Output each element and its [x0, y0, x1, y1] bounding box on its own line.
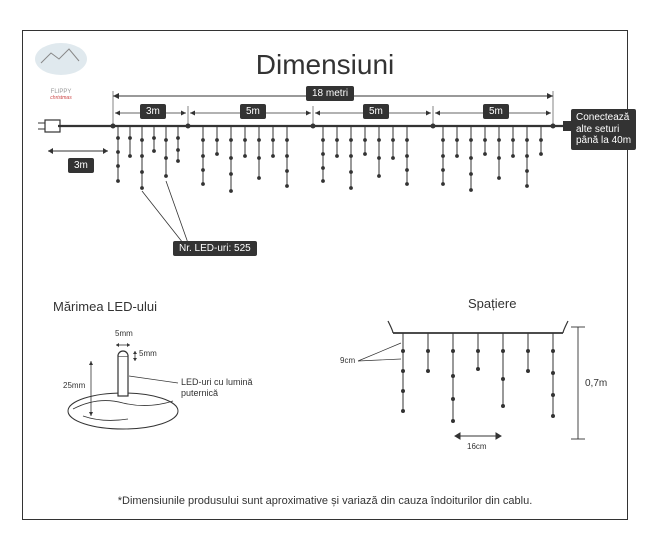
- led-hand: 25mm: [63, 381, 85, 390]
- spacing-heading: Spațiere: [468, 296, 516, 311]
- spacing-9cm: 9cm: [340, 356, 355, 365]
- led-width: 5mm: [115, 329, 133, 338]
- seg4-label: 5m: [483, 104, 509, 119]
- footnote: *Dimensiunile produsului sunt aproximati…: [23, 495, 627, 507]
- total-length-label: 18 metri: [306, 86, 354, 101]
- led-count-label: Nr. LED-uri: 525: [173, 241, 257, 256]
- seg3-label: 5m: [363, 104, 389, 119]
- connect-note: Conectează alte seturi până la 40m: [571, 109, 636, 150]
- led-size-heading: Mărimea LED-ului: [53, 299, 157, 314]
- lead-cable-label: 3m: [68, 158, 94, 173]
- seg2-label: 5m: [240, 104, 266, 119]
- spacing-16cm: 16cm: [467, 442, 487, 451]
- dimensions-diagram: [23, 31, 629, 521]
- spacing-drop: 0,7m: [585, 378, 607, 389]
- led-note: LED-uri cu luminăputernică: [181, 377, 253, 399]
- led-height: 5mm: [139, 349, 157, 358]
- seg1-label: 3m: [140, 104, 166, 119]
